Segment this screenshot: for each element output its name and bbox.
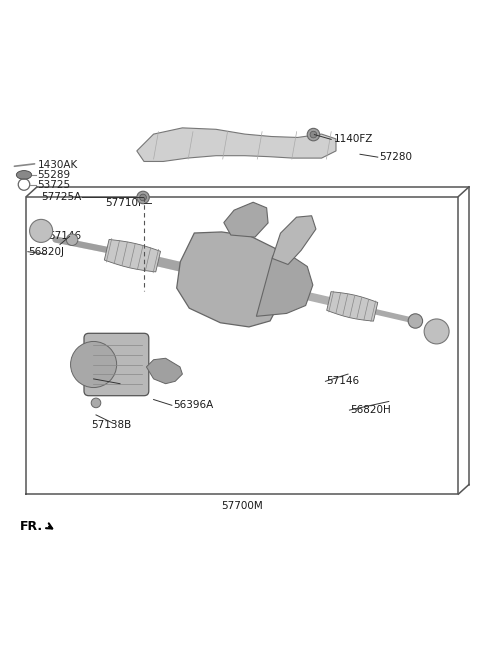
Text: 57700M: 57700M (222, 501, 263, 511)
Circle shape (91, 398, 101, 408)
Text: 55289: 55289 (37, 170, 71, 180)
Polygon shape (177, 232, 288, 327)
Text: 57725A: 57725A (41, 193, 82, 202)
Circle shape (137, 191, 149, 204)
Circle shape (408, 314, 422, 328)
Text: 1140FZ: 1140FZ (334, 135, 373, 145)
Circle shape (310, 131, 317, 138)
Circle shape (30, 219, 53, 242)
Polygon shape (256, 255, 313, 316)
Circle shape (66, 234, 78, 246)
Circle shape (424, 319, 449, 344)
Polygon shape (327, 292, 378, 321)
Ellipse shape (71, 342, 117, 388)
Text: 56396A: 56396A (173, 400, 213, 411)
Circle shape (307, 128, 320, 141)
Polygon shape (104, 239, 160, 272)
Polygon shape (224, 202, 268, 237)
FancyBboxPatch shape (84, 333, 149, 396)
Text: 56820J: 56820J (28, 246, 64, 257)
Text: 56820H: 56820H (350, 405, 391, 415)
Text: 57146: 57146 (326, 376, 360, 386)
Polygon shape (137, 128, 336, 162)
Ellipse shape (16, 171, 32, 179)
Text: 57710F: 57710F (106, 198, 144, 208)
Text: 56320G: 56320G (84, 378, 125, 389)
Text: FR.: FR. (20, 520, 43, 533)
Text: 53725: 53725 (37, 179, 71, 189)
Text: 57280: 57280 (379, 152, 412, 162)
Text: 57138B: 57138B (91, 420, 132, 430)
Circle shape (140, 194, 146, 201)
Polygon shape (146, 358, 182, 384)
Text: 57146: 57146 (48, 231, 81, 241)
Polygon shape (272, 215, 316, 265)
Text: 1430AK: 1430AK (37, 160, 78, 170)
